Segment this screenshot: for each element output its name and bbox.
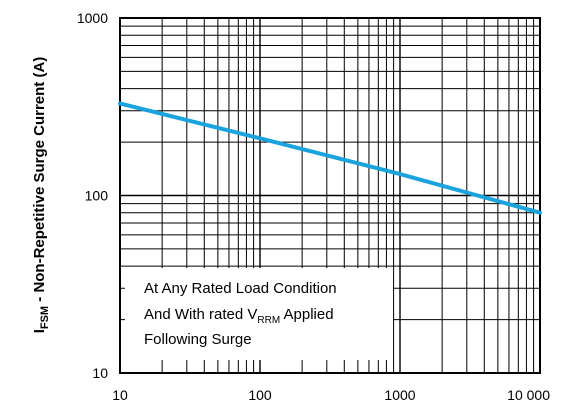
annotation-line-2-prefix: And With rated V [144, 306, 257, 323]
x-tick-label: 10 [112, 387, 128, 403]
annotation-box: At Any Rated Load Condition And With rat… [125, 268, 393, 360]
annotation-line-2-suffix: Applied [280, 306, 333, 323]
y-tick-label: 100 [85, 188, 109, 204]
annotation-line-3: Following Surge [144, 331, 252, 348]
series-layer [118, 101, 542, 215]
plot-frame [119, 17, 541, 374]
annotation-line-1: At Any Rated Load Condition [144, 280, 337, 297]
annotation-line-2-subscript: RRM [257, 315, 280, 326]
surge-current-series-line [118, 101, 542, 215]
x-tick-label: 1000 [384, 387, 415, 403]
x-tick-label: 10 000 [507, 387, 550, 403]
annotation-line-2: And With rated VRRM Applied [144, 306, 334, 326]
x-tick-label: 100 [248, 387, 272, 403]
y-axis-label: IFSM - Non-Repetitive Surge Current (A) [31, 57, 51, 334]
tick-labels: 10 100 1000 10 000 10 100 1000 [77, 10, 550, 403]
y-tick-label: 1000 [77, 10, 108, 26]
y-axis-label-rest: - Non-Repetitive Surge Current (A) [31, 57, 48, 306]
y-tick-label: 10 [92, 365, 108, 381]
y-axis-label-subscript: FSM [39, 306, 51, 329]
y-axis-label-main: I [31, 329, 48, 333]
